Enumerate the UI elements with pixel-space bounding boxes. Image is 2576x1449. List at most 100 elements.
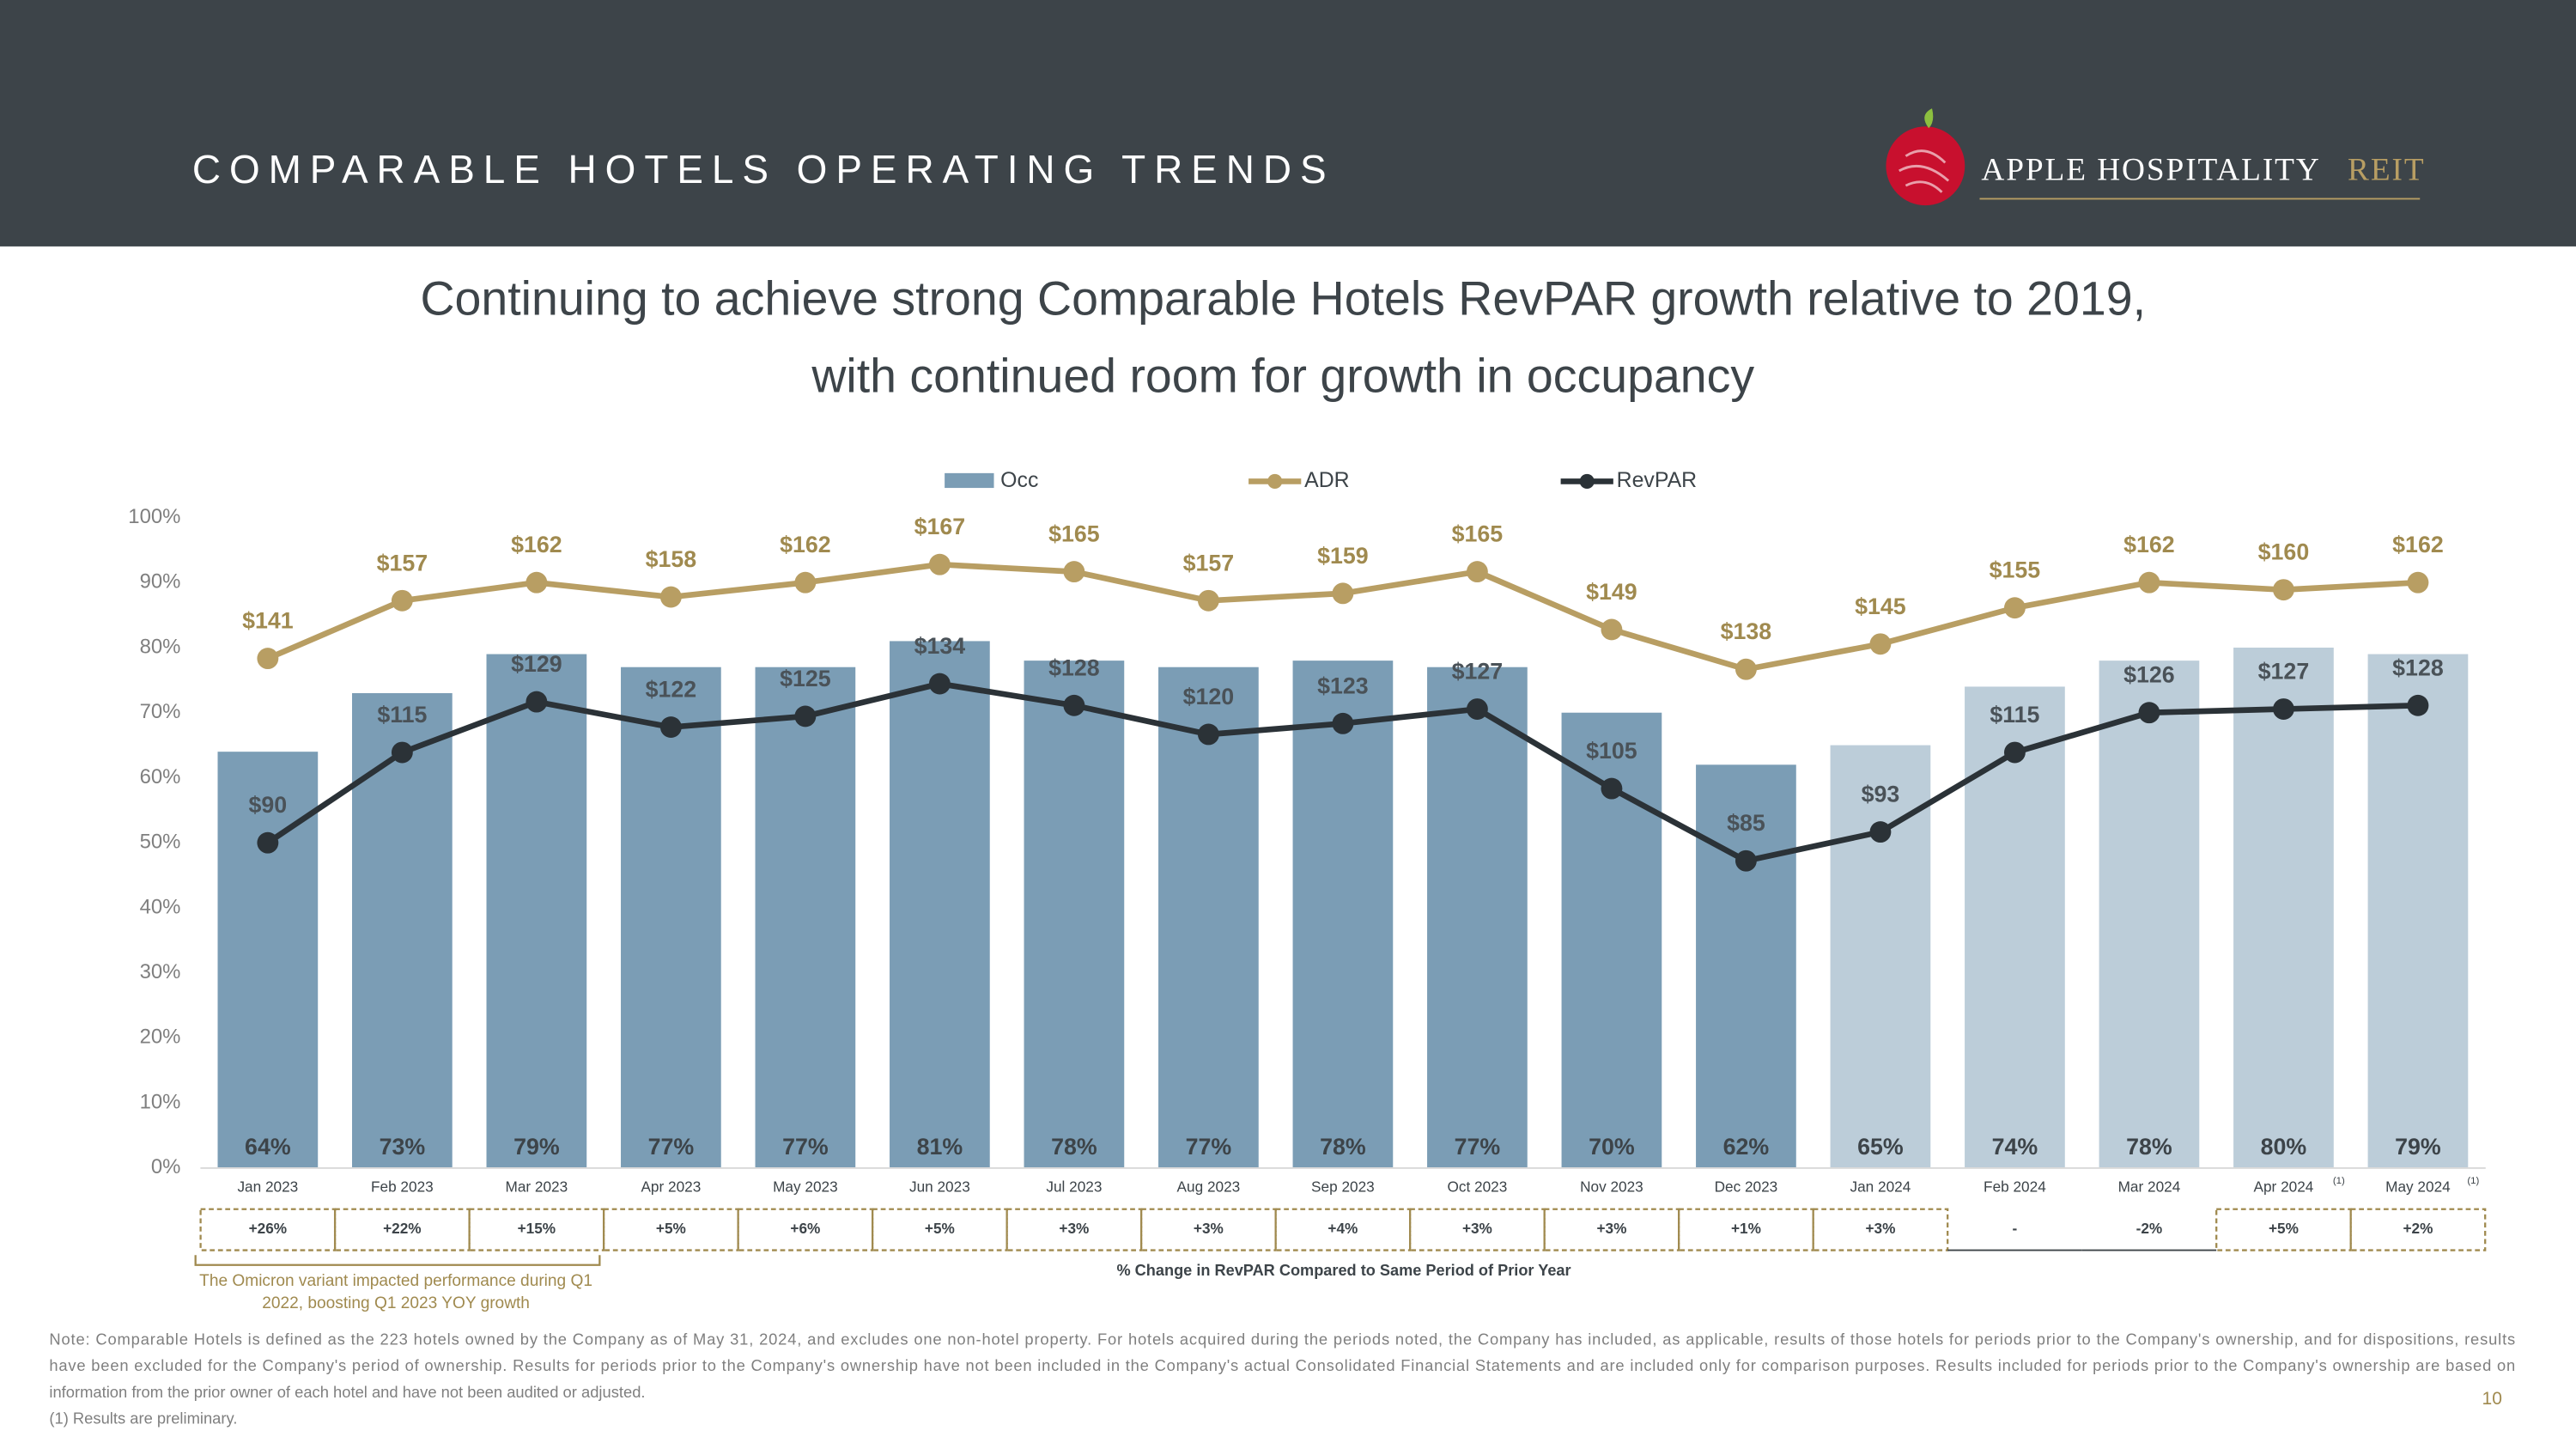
line-marker [2407,694,2429,716]
bar-value-label: 81% [917,1134,963,1160]
line-value-label: $105 [1586,738,1637,764]
line-marker [1869,633,1892,655]
change-label: +3% [1462,1220,1492,1237]
line-value-label: $125 [780,666,831,691]
x-tick-label: Apr 2023 [641,1178,701,1195]
line-marker [2407,571,2429,594]
bar [2233,647,2334,1168]
line-marker [659,586,682,608]
line-value-label: $160 [2258,539,2310,565]
line-value-label: $159 [1317,543,1369,569]
line-value-label: $127 [1452,659,1504,685]
change-box [2349,1208,2487,1251]
line-marker [928,553,951,575]
line-marker [2003,597,2026,619]
y-tick-label: 80% [140,635,181,658]
y-tick-label: 70% [140,700,181,723]
bar [621,667,721,1168]
bar-value-label: 62% [1723,1134,1770,1160]
y-tick-label: 10% [140,1091,181,1114]
change-box [1139,1208,1277,1251]
logo-stripes [1899,149,1950,193]
line-marker [1869,821,1892,843]
change-box [1409,1208,1546,1251]
change-label: +3% [1194,1220,1224,1237]
bar [755,667,856,1168]
bar [1830,745,1931,1168]
page-number: 10 [2482,1389,2501,1409]
line-value-label: $128 [2392,654,2444,680]
change-box [1005,1208,1143,1251]
bar [1024,661,1125,1168]
y-tick-label: 90% [140,570,181,594]
legend-label: RevPAR [1617,468,1697,492]
bar [352,693,453,1168]
footnote: Note: Comparable Hotels is defined as th… [49,1330,2515,1349]
bar-value-label: 77% [1186,1134,1232,1160]
line-marker [1735,658,1757,680]
bar-value-label: 74% [1992,1134,2038,1160]
chart-title: Continuing to achieve strong Comparable … [420,272,2146,326]
logo-name: APPLE HOSPITALITY [1981,152,2320,187]
bar-value-label: 80% [2261,1134,2307,1160]
bar-value-label: 65% [1857,1134,1904,1160]
line-marker [391,741,413,764]
bar-value-label: 79% [2395,1134,2441,1160]
line-marker [2273,698,2294,720]
line-marker [2138,571,2160,594]
line-value-label: $90 [249,792,288,818]
change-label: +3% [1059,1220,1089,1237]
change-box [468,1208,605,1251]
line-value-label: $127 [2258,659,2310,685]
x-tick-label: Feb 2024 [1984,1178,2046,1195]
bar-value-label: 79% [513,1134,560,1160]
line-marker [2003,741,2026,764]
line-value-label: $141 [242,608,294,634]
bar [486,654,587,1168]
line-marker [1332,712,1354,734]
y-tick-label: 30% [140,960,181,983]
change-label: +3% [1596,1220,1626,1237]
line-marker [1601,618,1623,641]
change-box [602,1208,739,1251]
x-tick-label: Aug 2023 [1177,1178,1241,1195]
line-marker [1197,589,1219,612]
line-value-label: $162 [780,532,831,557]
change-label: +15% [518,1220,556,1237]
x-tick-label: Jan 2023 [237,1178,298,1195]
x-tick-label: Feb 2023 [371,1178,434,1195]
bar-value-label: 73% [380,1134,426,1160]
legend-swatch [945,472,994,489]
y-tick-label: 60% [140,765,181,788]
line-marker [794,705,817,728]
change-label: +5% [925,1220,955,1237]
change-box [1274,1208,1412,1251]
annotation: 2022, boosting Q1 2023 YOY growth [262,1294,530,1312]
line-value-label: $115 [377,702,427,728]
legend-label: ADR [1304,468,1350,492]
line-marker [257,831,279,854]
bar [2367,654,2469,1168]
footnote-mark: (1) [2333,1176,2345,1186]
bar-value-label: 78% [2126,1134,2172,1160]
x-tick-label: Oct 2023 [1447,1178,1507,1195]
x-tick-label: Jun 2023 [909,1178,970,1195]
x-tick-label: Sep 2023 [1311,1178,1375,1195]
change-box [1543,1208,1680,1251]
legend-label: Occ [1000,468,1038,492]
bar-value-label: 77% [782,1134,829,1160]
annotation: The Omicron variant impacted performance… [199,1272,592,1290]
bar-value-label: 77% [648,1134,695,1160]
line-value-label: $120 [1183,684,1235,709]
x-tick-label: Nov 2023 [1580,1178,1643,1195]
logo: APPLE HOSPITALITY REIT [1886,108,2424,206]
line-value-label: $149 [1586,579,1637,605]
line-marker [1601,777,1623,800]
y-tick-label: 100% [128,505,180,528]
y-tick-label: 40% [140,895,181,918]
change-box [871,1208,1008,1251]
bar-value-label: 77% [1455,1134,1501,1160]
line-marker [1332,582,1354,605]
line-value-label: $167 [914,514,966,539]
line-value-label: $129 [511,651,562,677]
